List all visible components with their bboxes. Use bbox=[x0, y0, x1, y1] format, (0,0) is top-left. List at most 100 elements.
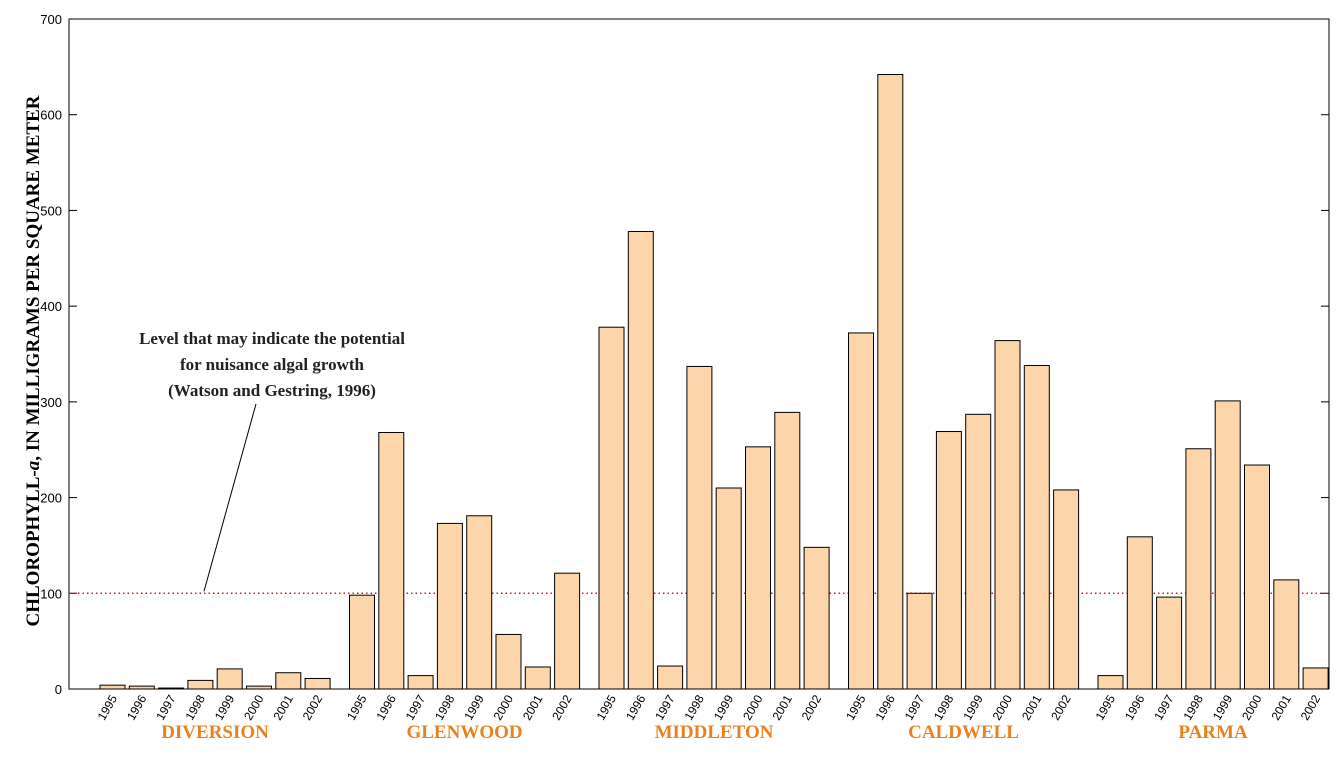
x-tick-label: 2002 bbox=[549, 692, 575, 722]
bar-parma-1998 bbox=[1185, 448, 1212, 690]
x-tick-label: 2001 bbox=[270, 692, 296, 722]
x-tick-label: 1995 bbox=[843, 692, 869, 722]
bar-parma-1995 bbox=[1097, 675, 1124, 690]
x-tick-label: 1995 bbox=[1093, 692, 1119, 722]
bar-middleton-1996 bbox=[627, 230, 654, 690]
x-tick-label: 1995 bbox=[594, 692, 620, 722]
bar-glenwood-2001 bbox=[524, 666, 551, 690]
bar-middleton-1997 bbox=[657, 665, 684, 690]
bars-layer bbox=[99, 74, 1329, 690]
bar-caldwell-1999 bbox=[965, 413, 992, 690]
bar-diversion-2001 bbox=[275, 672, 302, 690]
y-tick-label: 400 bbox=[40, 299, 62, 314]
x-tick-label: 1998 bbox=[432, 692, 458, 722]
x-tick-label: 2001 bbox=[1268, 692, 1294, 722]
x-tick-label: 1997 bbox=[403, 692, 429, 722]
x-tick-label: 1999 bbox=[461, 692, 487, 722]
site-label-glenwood: GLENWOOD bbox=[406, 722, 522, 743]
x-tick-label: 1995 bbox=[344, 692, 370, 722]
bar-diversion-2000 bbox=[246, 685, 272, 690]
x-tick-label: 1997 bbox=[1151, 692, 1177, 722]
x-tick-label: 2000 bbox=[241, 692, 267, 722]
x-tick-label: 2001 bbox=[520, 692, 546, 722]
site-label-middleton: MIDDLETON bbox=[655, 722, 774, 743]
bar-parma-1996 bbox=[1126, 536, 1153, 690]
y-tick-label: 700 bbox=[40, 12, 62, 27]
bar-parma-1999 bbox=[1214, 400, 1241, 690]
bar-caldwell-1996 bbox=[877, 74, 904, 690]
bar-glenwood-2000 bbox=[495, 633, 522, 690]
threshold-annotation-line: for nuisance algal growth bbox=[180, 355, 365, 374]
x-tick-label: 2002 bbox=[1048, 692, 1074, 722]
bar-caldwell-2001 bbox=[1023, 364, 1050, 690]
bar-diversion-1998 bbox=[187, 679, 214, 690]
annotation-leader-line bbox=[203, 403, 257, 592]
bar-diversion-1999 bbox=[216, 668, 243, 690]
x-tick-label: 1998 bbox=[931, 692, 957, 722]
x-tick-label: 1998 bbox=[1181, 692, 1207, 722]
bar-caldwell-2002 bbox=[1053, 489, 1080, 690]
bar-parma-2002 bbox=[1302, 667, 1329, 690]
bar-caldwell-1997 bbox=[906, 592, 933, 690]
y-tick-label: 0 bbox=[55, 682, 62, 697]
bar-glenwood-1997 bbox=[407, 675, 434, 690]
x-tick-label: 1999 bbox=[212, 692, 238, 722]
bar-diversion-2002 bbox=[304, 677, 331, 690]
bar-parma-2001 bbox=[1273, 579, 1300, 690]
site-label-parma: PARMA bbox=[1178, 722, 1248, 743]
x-tick-label: 1999 bbox=[1210, 692, 1236, 722]
x-tick-label: 1999 bbox=[711, 692, 737, 722]
threshold-annotation-line: (Watson and Gestring, 1996) bbox=[168, 381, 376, 400]
x-tick-label: 2001 bbox=[769, 692, 795, 722]
y-axis-label: CHLOROPHYLL-a, IN MILLIGRAMS PER SQUARE … bbox=[23, 95, 44, 626]
bar-glenwood-1999 bbox=[466, 515, 493, 690]
bar-middleton-2001 bbox=[774, 411, 801, 690]
site-label-caldwell: CALDWELL bbox=[908, 722, 1019, 743]
bar-parma-1997 bbox=[1156, 596, 1183, 690]
x-tick-label: 2002 bbox=[799, 692, 825, 722]
x-tick-label: 1999 bbox=[960, 692, 986, 722]
x-tick-label: 2000 bbox=[1239, 692, 1265, 722]
x-tick-label: 1996 bbox=[1122, 692, 1148, 722]
bar-middleton-1995 bbox=[598, 326, 625, 690]
x-tick-label: 1996 bbox=[623, 692, 649, 722]
x-tick-label: 1998 bbox=[183, 692, 209, 722]
bar-glenwood-1995 bbox=[349, 594, 375, 690]
y-axis-label-prefix: CHLOROPHYLL- bbox=[23, 470, 44, 626]
x-tick-label: 1996 bbox=[124, 692, 150, 722]
y-axis-label-suffix: , IN MILLIGRAMS PER SQUARE METER bbox=[23, 95, 44, 461]
y-axis-label-italic: a bbox=[23, 460, 44, 470]
x-tick-label: 2002 bbox=[300, 692, 326, 722]
x-tick-label: 2002 bbox=[1298, 692, 1324, 722]
bar-diversion-1996 bbox=[128, 685, 155, 690]
bar-middleton-2002 bbox=[803, 546, 830, 690]
bar-glenwood-2002 bbox=[554, 572, 581, 690]
bar-glenwood-1998 bbox=[436, 522, 463, 690]
bar-glenwood-1996 bbox=[378, 431, 405, 690]
bar-middleton-2000 bbox=[745, 446, 771, 690]
y-tick-label: 500 bbox=[40, 203, 62, 218]
bar-caldwell-1995 bbox=[848, 332, 874, 690]
x-tick-label: 1997 bbox=[902, 692, 928, 722]
x-tick-label: 1997 bbox=[652, 692, 678, 722]
bar-middleton-1999 bbox=[715, 487, 742, 690]
bar-caldwell-2000 bbox=[994, 340, 1021, 690]
x-tick-label: 1996 bbox=[373, 692, 399, 722]
y-tick-label: 300 bbox=[40, 395, 62, 410]
threshold-annotation-line: Level that may indicate the potential bbox=[139, 329, 405, 348]
x-tick-label: 1996 bbox=[872, 692, 898, 722]
x-tick-label: 1995 bbox=[95, 692, 121, 722]
y-tick-label: 100 bbox=[40, 586, 62, 601]
site-label-diversion: DIVERSION bbox=[161, 722, 269, 743]
x-tick-label: 2000 bbox=[491, 692, 517, 722]
bar-caldwell-1998 bbox=[935, 431, 962, 690]
x-tick-label: 2000 bbox=[990, 692, 1016, 722]
bar-middleton-1998 bbox=[686, 365, 713, 690]
bar-parma-2000 bbox=[1244, 464, 1270, 690]
bar-diversion-1995 bbox=[99, 684, 126, 690]
x-tick-label: 2000 bbox=[740, 692, 766, 722]
y-tick-label: 600 bbox=[40, 108, 62, 123]
x-tick-label: 1997 bbox=[153, 692, 179, 722]
